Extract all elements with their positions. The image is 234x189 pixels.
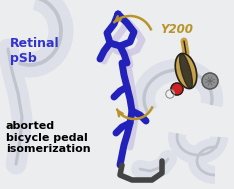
Text: Retinal
pSb: Retinal pSb [10, 37, 60, 65]
Ellipse shape [180, 53, 192, 88]
Circle shape [171, 83, 183, 95]
Text: aborted
bicycle pedal
isomerization: aborted bicycle pedal isomerization [6, 121, 91, 154]
Circle shape [202, 73, 218, 89]
Text: Y200: Y200 [160, 23, 193, 36]
Ellipse shape [175, 53, 197, 89]
Circle shape [166, 90, 174, 98]
